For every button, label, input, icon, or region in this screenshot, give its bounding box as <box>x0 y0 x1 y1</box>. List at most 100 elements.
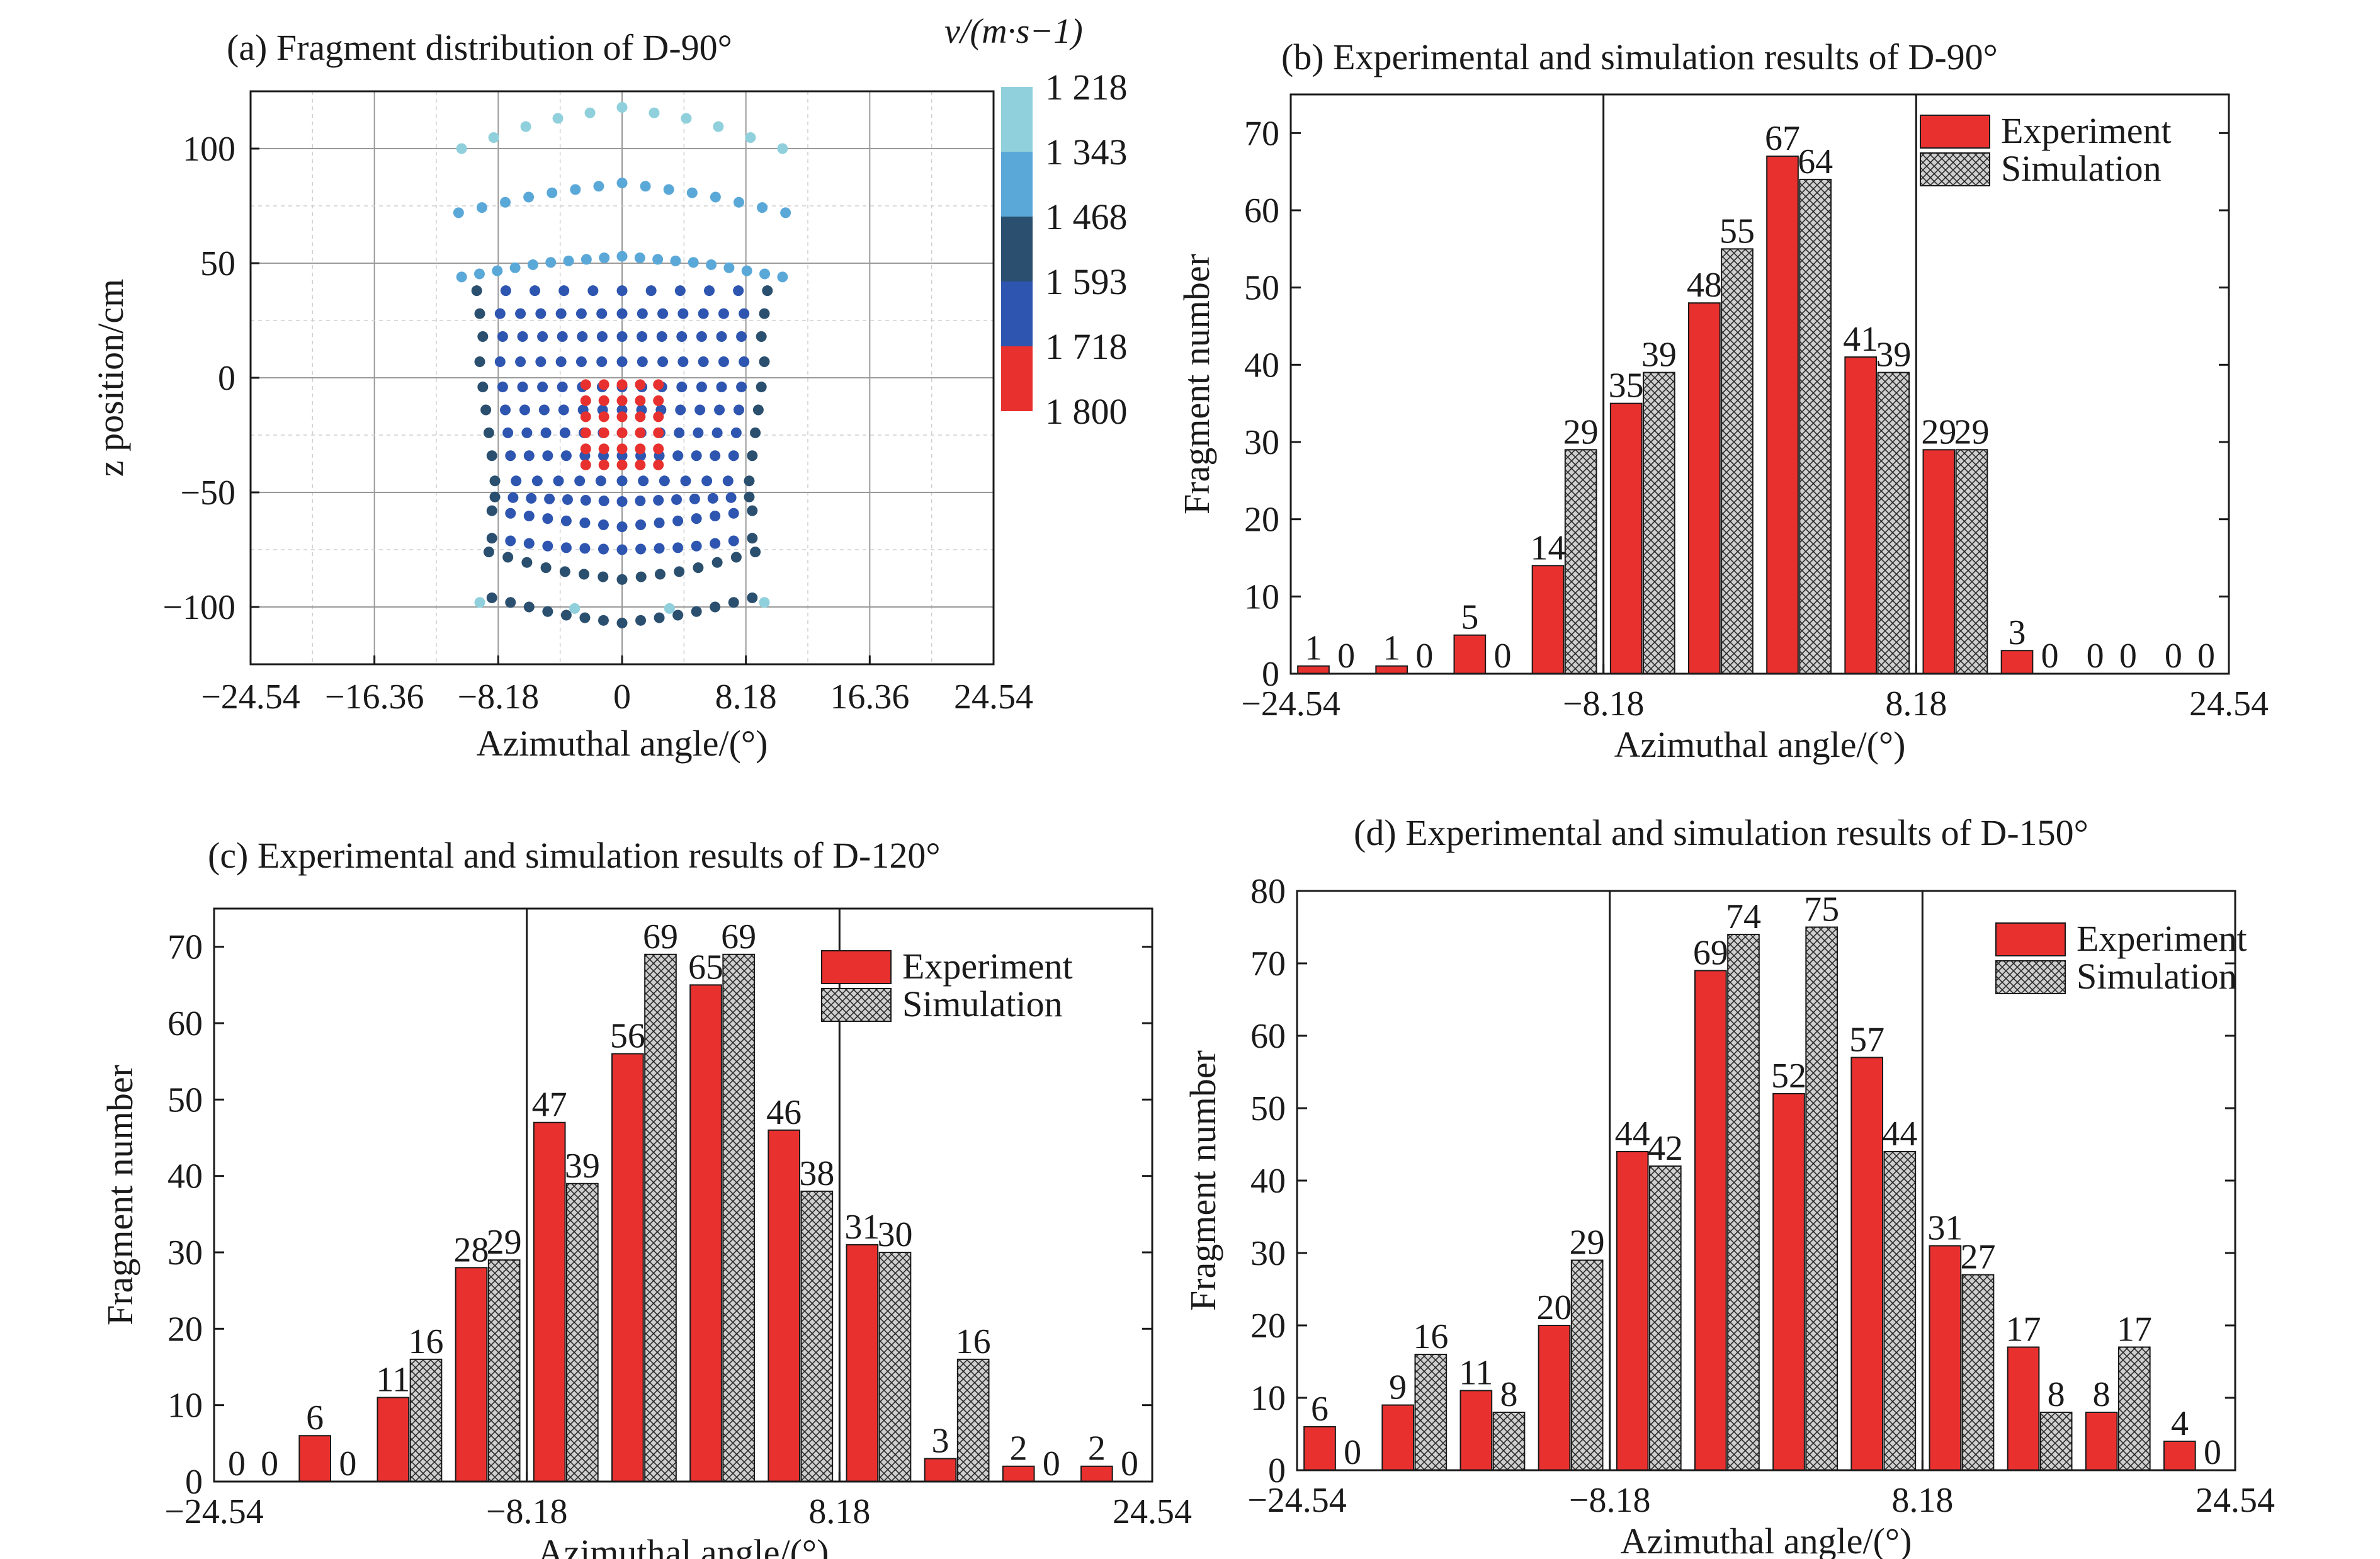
bar-experiment <box>924 1458 957 1483</box>
bar-simulation <box>487 1259 521 1482</box>
bar-experiment <box>1772 1093 1805 1471</box>
legend-swatch-experiment <box>1920 115 1990 149</box>
bar-experiment <box>1766 156 1799 674</box>
fragment-point <box>581 254 592 265</box>
data-label-simulation: 42 <box>1648 1129 1683 1168</box>
fragment-point <box>710 510 721 521</box>
fragment-point <box>756 382 767 393</box>
fragment-point <box>530 285 541 297</box>
fragment-point <box>562 494 573 505</box>
fragment-point <box>474 356 485 368</box>
fragment-point <box>657 308 669 319</box>
data-label-experiment: 3 <box>2009 613 2026 652</box>
y-tick-label: 60 <box>1244 191 1279 230</box>
fragment-point <box>477 331 489 342</box>
bar-simulation <box>956 1358 990 1483</box>
bar-simulation <box>1805 926 1838 1471</box>
fragment-point <box>527 259 538 270</box>
fragment-point <box>515 308 526 319</box>
bar-experiment <box>611 1053 644 1482</box>
fragment-point <box>616 356 628 368</box>
fragment-point <box>497 331 508 342</box>
fragment-point <box>652 254 664 265</box>
x-tick-label: −24.54 <box>1247 1481 1347 1520</box>
fragment-point <box>718 356 729 368</box>
fragment-point <box>531 475 543 487</box>
fragment-point <box>492 265 503 276</box>
fragment-point <box>750 427 761 438</box>
fragment-point <box>579 543 591 554</box>
data-label-experiment: 8 <box>2093 1375 2111 1414</box>
bar-experiment <box>1616 1151 1649 1471</box>
legend-label-experiment: Experiment <box>902 946 1073 987</box>
y-tick-label: 50 <box>1250 1089 1286 1128</box>
plot-frame <box>213 907 1153 1483</box>
fragment-point <box>653 411 664 422</box>
fragment-point <box>474 597 485 608</box>
bar-experiment <box>1002 1465 1035 1483</box>
fragment-point <box>537 382 548 393</box>
fragment-point <box>711 557 723 568</box>
fragment-point <box>739 356 750 368</box>
fragment-point <box>523 601 535 613</box>
panel-d: (d) Experimental and simulation results … <box>1182 812 2275 1559</box>
x-tick-label: −8.18 <box>458 677 540 717</box>
fragment-point <box>693 427 704 438</box>
legend-label-experiment: Experiment <box>2001 110 2172 151</box>
fragment-point <box>649 107 660 118</box>
fragment-point <box>653 379 664 390</box>
data-label-experiment: 65 <box>688 948 723 987</box>
fragment-point <box>635 459 646 470</box>
fragment-point <box>730 427 742 438</box>
fragment-point <box>635 615 647 626</box>
fragment-point <box>725 492 737 503</box>
data-label-experiment: 52 <box>1771 1057 1806 1096</box>
bar-simulation <box>800 1190 834 1483</box>
panel-c-title: (c) Experimental and simulation results … <box>208 835 941 876</box>
data-label-simulation: 39 <box>1876 336 1911 375</box>
data-label-experiment: 4 <box>2171 1404 2189 1443</box>
y-axis-label: Fragment number <box>1182 1050 1223 1311</box>
fragment-point <box>520 121 531 132</box>
fragment-point <box>616 411 628 422</box>
fragment-point <box>517 382 528 393</box>
y-tick-label: 10 <box>1244 577 1279 616</box>
x-tick-label: −8.18 <box>1569 1481 1651 1520</box>
data-label-simulation: 0 <box>2197 637 2215 676</box>
fragment-point <box>681 113 692 124</box>
fragment-point <box>703 285 715 297</box>
fragment-point <box>747 592 758 603</box>
x-tick-label: 0 <box>613 677 631 717</box>
data-label-experiment: 1 <box>1383 629 1400 668</box>
fragment-point <box>640 181 651 192</box>
data-label-simulation: 38 <box>799 1154 834 1193</box>
data-label-simulation: 29 <box>1954 412 1989 451</box>
bar-simulation <box>722 953 755 1483</box>
data-label-experiment: 69 <box>1693 934 1728 973</box>
data-label-experiment: 46 <box>766 1093 802 1132</box>
fragment-point <box>672 542 684 553</box>
fragment-point <box>523 510 535 521</box>
fragment-point <box>557 331 568 342</box>
bar-experiment <box>2085 1412 2118 1471</box>
fragment-point <box>521 427 533 438</box>
fragment-point <box>598 571 609 582</box>
fragment-point <box>502 427 514 438</box>
data-label-experiment: 67 <box>1765 119 1800 158</box>
bar-experiment <box>1531 565 1565 674</box>
fragment-point <box>716 382 727 393</box>
fragment-point <box>691 540 702 552</box>
fragment-point <box>580 494 591 506</box>
fragment-point <box>635 496 646 507</box>
fragment-point <box>517 331 528 342</box>
fragment-point <box>521 557 533 568</box>
fragment-point <box>733 285 744 297</box>
data-label-simulation: 0 <box>1344 1433 1361 1472</box>
bar-experiment <box>2007 1346 2040 1471</box>
fragment-point <box>718 308 729 319</box>
fragment-point <box>598 395 609 406</box>
y-tick-label: −50 <box>180 473 235 513</box>
data-label-simulation: 0 <box>1337 637 1355 676</box>
fragment-point <box>559 566 570 577</box>
data-label-simulation: 29 <box>1563 412 1599 451</box>
